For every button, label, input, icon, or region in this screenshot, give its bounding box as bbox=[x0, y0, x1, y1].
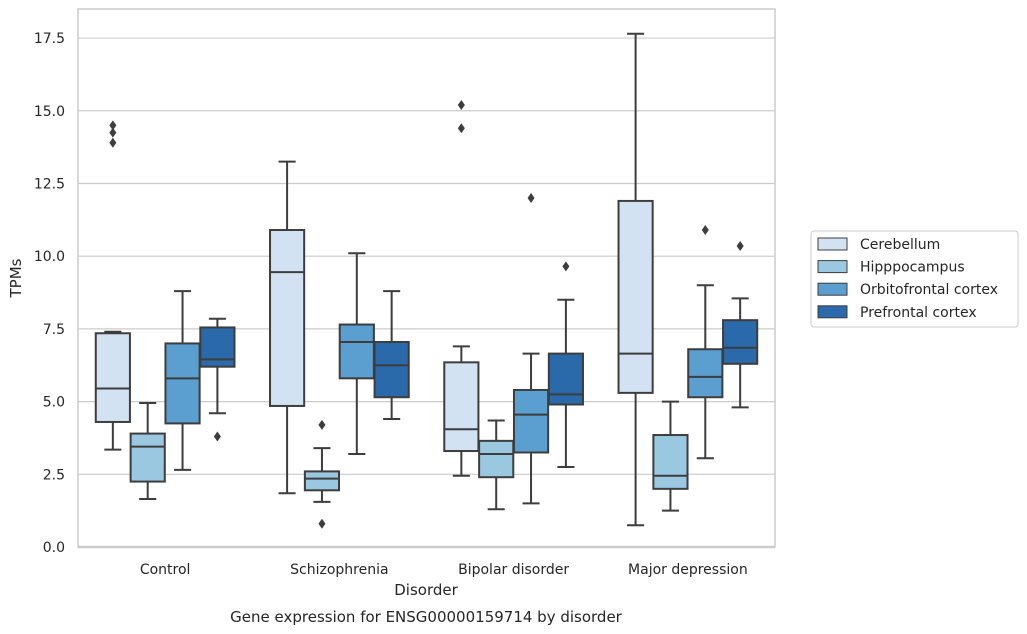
box-iqr bbox=[303, 470, 341, 492]
box-prefrontal-cortex-schizophrenia bbox=[373, 290, 410, 421]
box-hipppocampus-control bbox=[129, 402, 166, 501]
y-tick-label: 0.0 bbox=[43, 540, 65, 556]
box-orbitofrontal-cortex-bipolar-disorder bbox=[512, 193, 550, 505]
box-cerebellum-schizophrenia bbox=[269, 160, 306, 495]
x-axis-ticks: Control Schizophrenia Bipolar disorder Majo… bbox=[140, 562, 748, 578]
outlier-point bbox=[736, 241, 744, 252]
box-iqr bbox=[199, 326, 236, 368]
x-tick-label: Bipolar disorder bbox=[458, 562, 569, 578]
box-iqr bbox=[129, 432, 166, 483]
y-tick-label: 7.5 bbox=[43, 322, 65, 338]
x-tick-label: Major depression bbox=[628, 562, 748, 578]
legend-swatch bbox=[817, 305, 848, 319]
legend-entry-label: Hipppocampus bbox=[860, 260, 965, 276]
chart-caption: Gene expression for ENSG00000159714 by d… bbox=[230, 608, 623, 626]
box-iqr bbox=[373, 340, 410, 399]
legend-entry-label: Cerebellum bbox=[860, 237, 940, 253]
box-prefrontal-cortex-major-depression bbox=[722, 241, 759, 409]
outlier-point bbox=[109, 120, 117, 131]
legend: Cerebellum Hipppocampus Orbitofrontal cort… bbox=[810, 230, 1019, 328]
box-iqr bbox=[512, 388, 550, 454]
box-hipppocampus-bipolar-disorder bbox=[478, 419, 515, 511]
box-iqr bbox=[443, 361, 480, 453]
outlier-point bbox=[457, 99, 465, 110]
box-iqr bbox=[478, 439, 515, 479]
y-axis-ticks: 0.0 2.5 5.0 7.5 10.0 12.5 15.0 17.5 bbox=[34, 31, 65, 556]
outlier-point bbox=[109, 137, 117, 148]
legend-entry-label: Prefrontal cortex bbox=[860, 305, 977, 321]
y-axis-label: TPMs bbox=[7, 258, 25, 298]
box-iqr bbox=[164, 342, 201, 425]
outlier-point bbox=[701, 225, 709, 236]
y-tick-label: 10.0 bbox=[34, 249, 65, 265]
outlier-point bbox=[109, 127, 117, 138]
box-orbitofrontal-cortex-schizophrenia bbox=[338, 252, 375, 455]
legend-entry-label: Orbitofrontal cortex bbox=[860, 282, 998, 298]
y-tick-label: 2.5 bbox=[43, 467, 65, 483]
box-series bbox=[94, 32, 759, 529]
x-tick-label: Schizophrenia bbox=[290, 562, 388, 578]
box-orbitofrontal-cortex-control bbox=[164, 290, 201, 471]
box-iqr bbox=[269, 229, 306, 407]
outlier-point bbox=[457, 123, 465, 134]
legend-swatch bbox=[817, 282, 848, 296]
box-iqr bbox=[722, 319, 759, 365]
box-iqr bbox=[94, 332, 131, 423]
y-tick-label: 5.0 bbox=[43, 395, 65, 411]
y-tick-label: 15.0 bbox=[34, 104, 65, 120]
y-tick-label: 12.5 bbox=[34, 176, 65, 192]
box-hipppocampus-major-depression bbox=[652, 400, 689, 512]
outlier-point bbox=[318, 419, 326, 430]
box-cerebellum-major-depression bbox=[617, 32, 654, 527]
box-prefrontal-cortex-control bbox=[199, 317, 236, 442]
box-cerebellum-bipolar-disorder bbox=[443, 99, 480, 477]
outlier-point bbox=[562, 261, 570, 272]
box-orbitofrontal-cortex-major-depression bbox=[687, 225, 724, 460]
outlier-point bbox=[527, 193, 535, 204]
box-iqr bbox=[547, 352, 584, 406]
box-iqr bbox=[338, 323, 375, 380]
box-iqr bbox=[652, 434, 689, 490]
box-prefrontal-cortex-bipolar-disorder bbox=[547, 261, 584, 469]
legend-frame bbox=[810, 230, 1019, 328]
y-tick-label: 17.5 bbox=[34, 31, 65, 47]
outlier-point bbox=[318, 518, 326, 529]
box-cerebellum-control bbox=[94, 120, 131, 451]
x-tick-label: Control bbox=[140, 562, 191, 578]
legend-swatch bbox=[817, 260, 848, 274]
x-axis-label: Disorder bbox=[394, 581, 458, 599]
outlier-point bbox=[213, 431, 221, 442]
box-hipppocampus-schizophrenia bbox=[303, 419, 341, 529]
box-iqr bbox=[687, 348, 724, 399]
box-iqr bbox=[617, 199, 654, 394]
legend-swatch bbox=[817, 237, 848, 251]
